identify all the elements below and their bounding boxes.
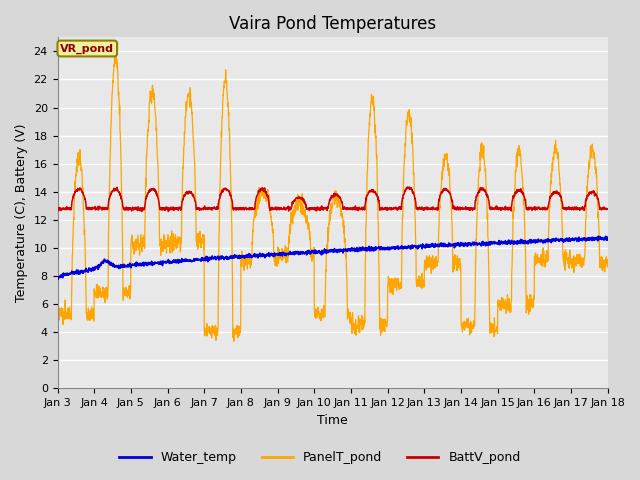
Text: VR_pond: VR_pond [60,43,115,54]
X-axis label: Time: Time [317,414,348,427]
Legend: Water_temp, PanelT_pond, BattV_pond: Water_temp, PanelT_pond, BattV_pond [115,446,525,469]
Title: Vaira Pond Temperatures: Vaira Pond Temperatures [229,15,436,33]
Y-axis label: Temperature (C), Battery (V): Temperature (C), Battery (V) [15,123,28,302]
